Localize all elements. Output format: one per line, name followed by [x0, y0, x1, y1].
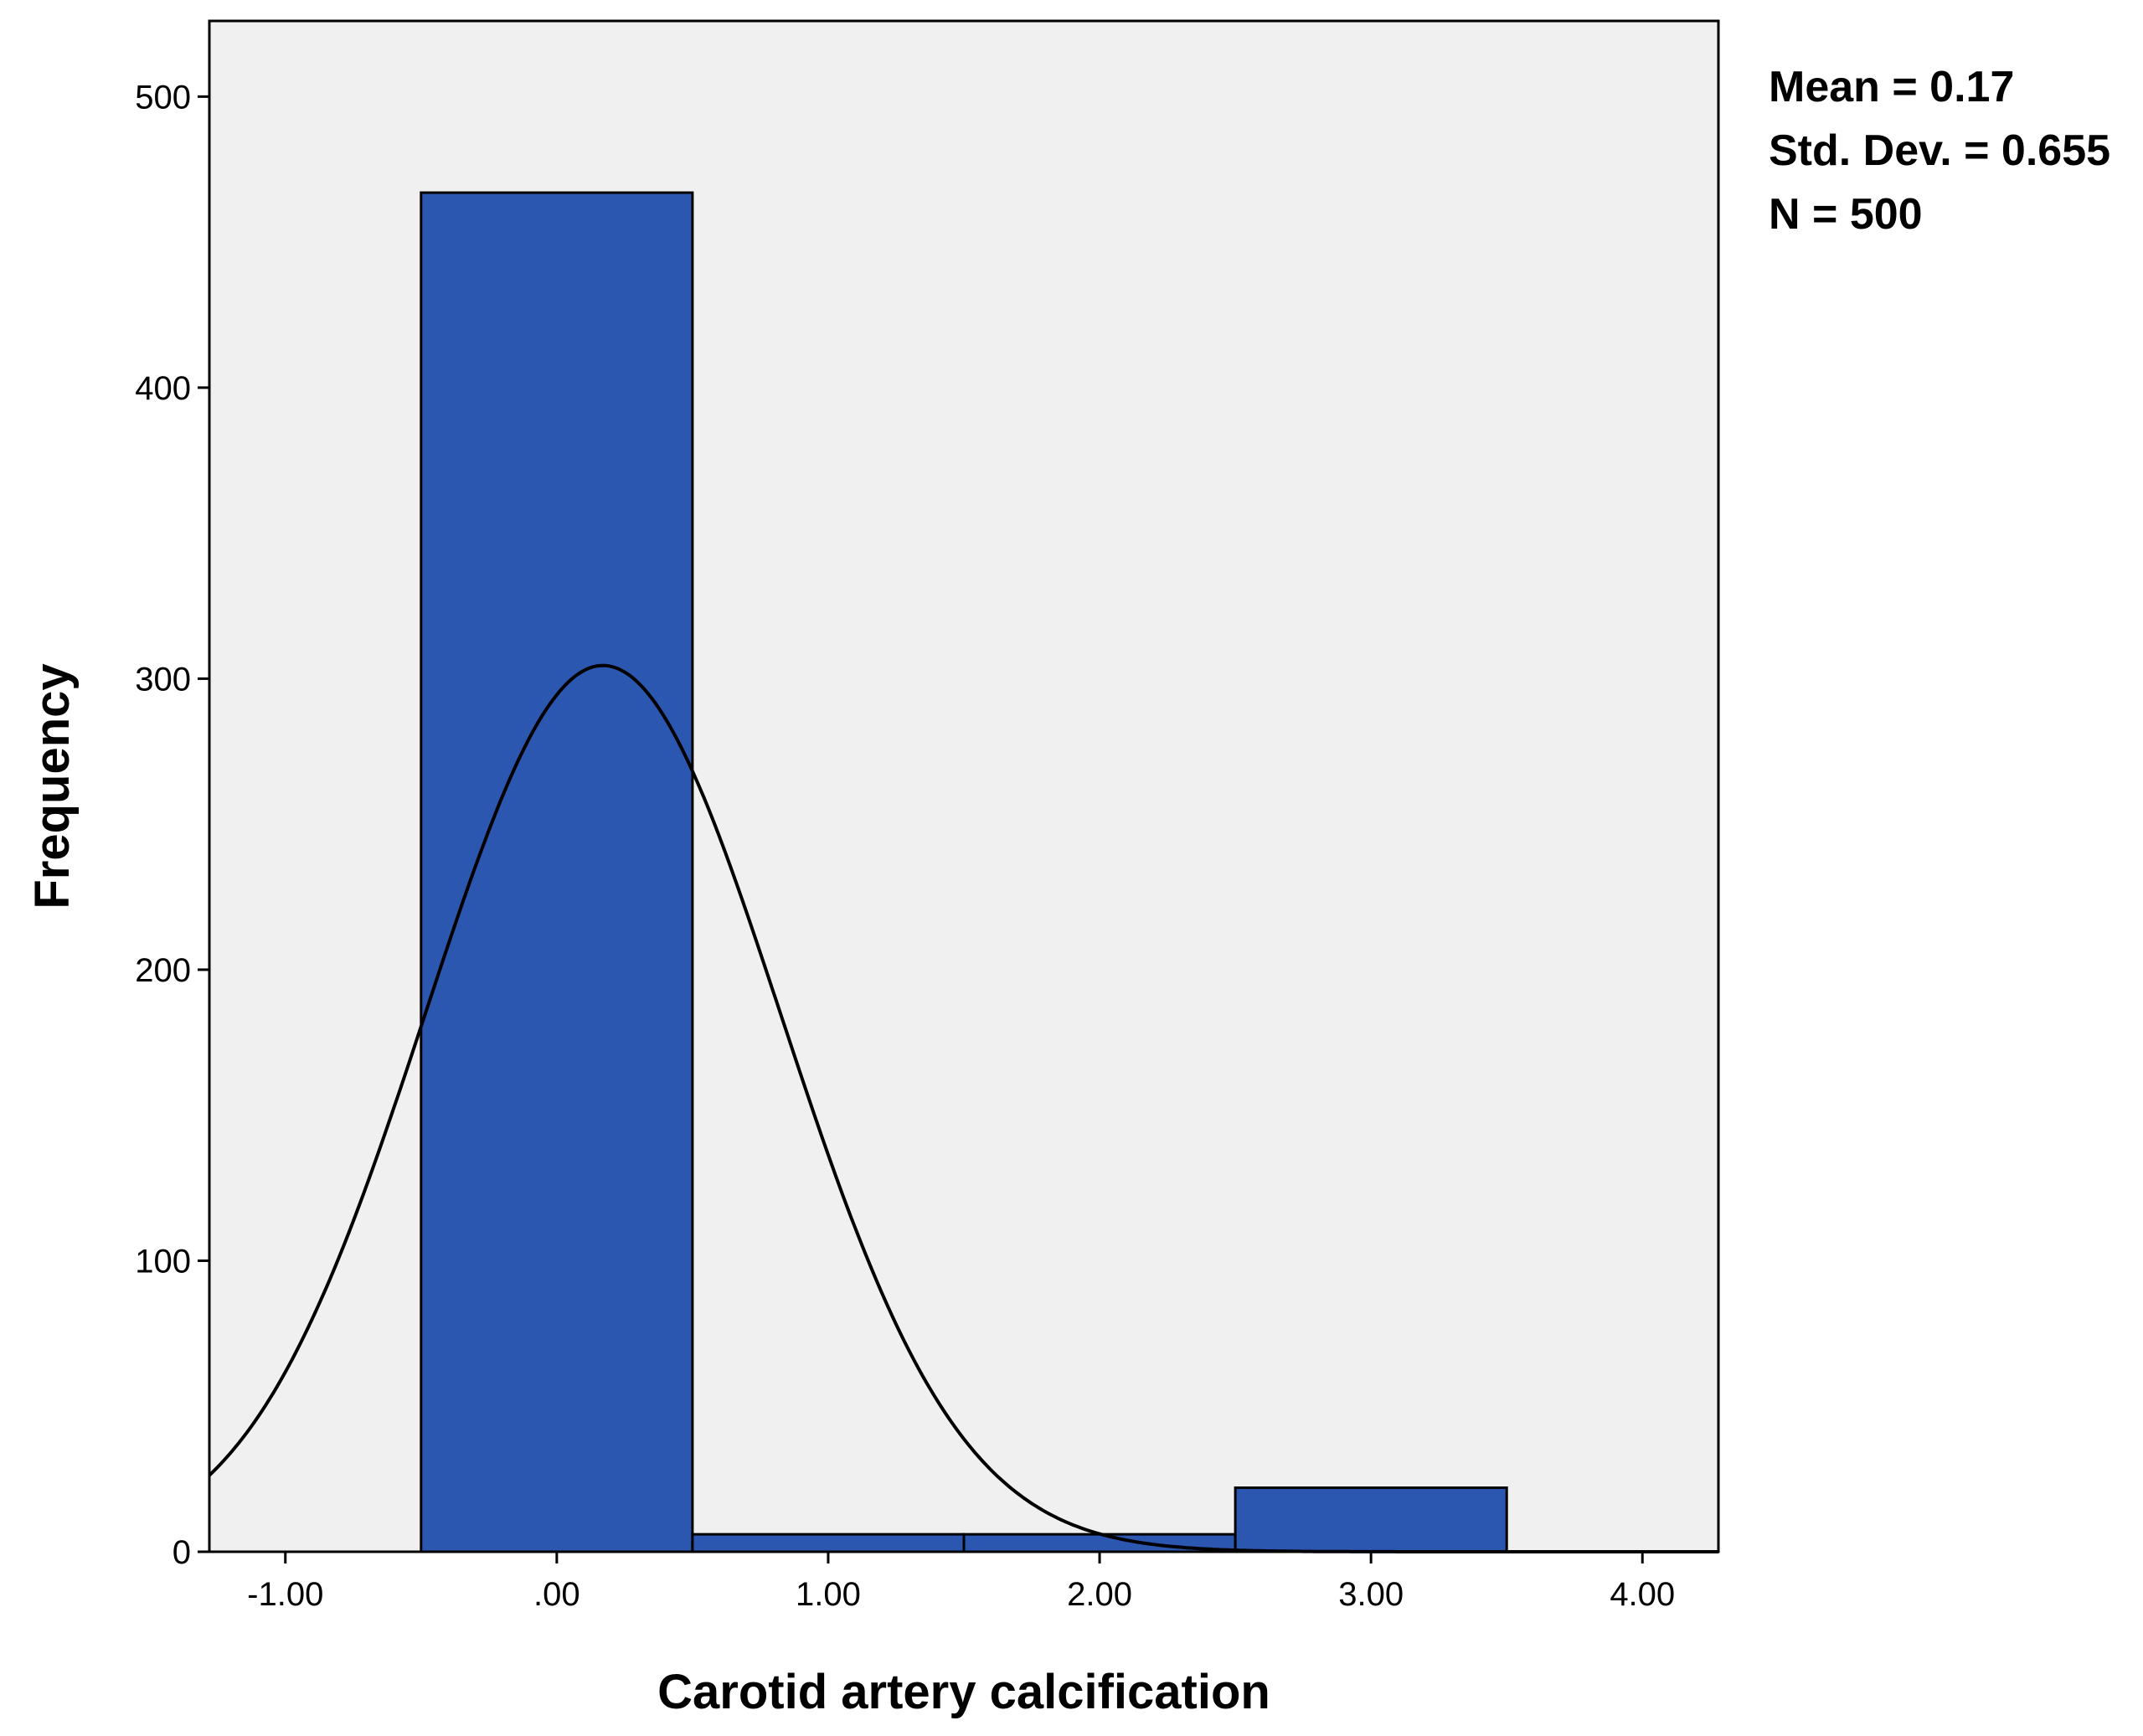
histogram-bar-1 [420, 191, 694, 1553]
histogram-bars [420, 191, 1508, 1553]
y-tick-label: 100 [135, 1243, 191, 1280]
y-axis-title: Frequency [25, 663, 80, 909]
x-axis: -1.00 .00 1.00 2.00 3.00 4.00 [247, 1552, 1675, 1613]
y-tick-label: 0 [173, 1534, 191, 1571]
x-tick-label: 4.00 [1610, 1576, 1675, 1613]
y-tick-label: 300 [135, 661, 191, 698]
x-tick-label: 3.00 [1338, 1576, 1404, 1613]
stat-std-dev: Std. Dev. = 0.655 [1769, 126, 2111, 175]
x-axis-title: Carotid artery calcification [657, 1665, 1270, 1719]
summary-statistics: Mean = 0.17 Std. Dev. = 0.655 N = 500 [1769, 55, 2110, 246]
stat-mean: Mean = 0.17 [1769, 63, 2015, 111]
x-tick-label: 1.00 [796, 1576, 861, 1613]
x-tick-label: 2.00 [1067, 1576, 1132, 1613]
stat-n: N = 500 [1769, 190, 1923, 239]
y-tick-label: 200 [135, 952, 191, 989]
x-tick-label: .00 [533, 1576, 580, 1613]
y-tick-label: 500 [135, 79, 191, 116]
x-tick-label: -1.00 [247, 1576, 323, 1613]
histogram-bar-2 [691, 1533, 966, 1553]
normal-curve [208, 663, 1718, 1553]
histogram-bar-4 [1234, 1486, 1508, 1553]
y-axis: 0 100 200 300 400 500 [135, 79, 209, 1571]
y-tick-label: 400 [135, 370, 191, 407]
